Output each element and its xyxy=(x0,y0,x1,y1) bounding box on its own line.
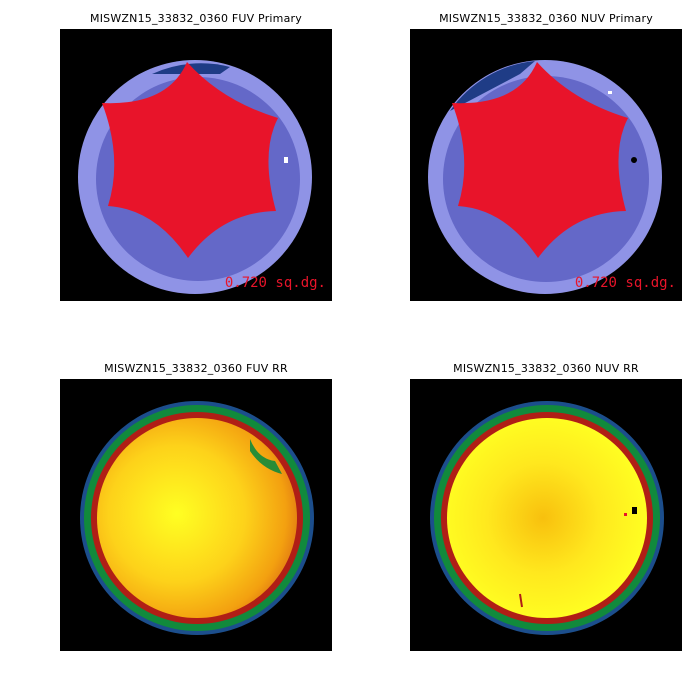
response-core xyxy=(447,418,647,618)
artifact-mark-2 xyxy=(624,513,627,516)
artifact-mark xyxy=(631,157,637,163)
fuv-primary-panel: 0.720 sq.dg. xyxy=(60,29,332,301)
fuv-primary-image xyxy=(78,60,312,294)
fuv-primary-title: MISWZN15_33832_0360 FUV Primary xyxy=(90,12,302,25)
primary-region xyxy=(452,62,628,258)
response-core xyxy=(97,418,297,618)
fuv-rr-image xyxy=(80,401,314,635)
nuv-area-label: 0.720 sq.dg. xyxy=(574,275,676,291)
nuv-rr-title: MISWZN15_33832_0360 NUV RR xyxy=(453,362,639,375)
primary-region xyxy=(102,62,278,258)
nuv-primary-panel: 0.720 sq.dg. xyxy=(410,29,682,301)
fuv-rr-title: MISWZN15_33832_0360 FUV RR xyxy=(104,362,288,375)
fuv-rr-panel xyxy=(60,379,332,651)
dark-coverage-arc xyxy=(450,61,535,111)
rim-artifact xyxy=(519,593,523,608)
nuv-primary-title: MISWZN15_33832_0360 NUV Primary xyxy=(439,12,653,25)
nuv-primary-image xyxy=(428,60,662,294)
rim-notch xyxy=(250,439,282,474)
nuv-rr-panel xyxy=(410,379,682,651)
artifact-mark-2 xyxy=(608,91,612,94)
artifact-mark xyxy=(632,507,637,514)
artifact-mark xyxy=(284,157,288,163)
fuv-area-label: 0.720 sq.dg. xyxy=(224,275,326,291)
nuv-rr-image xyxy=(430,401,664,635)
